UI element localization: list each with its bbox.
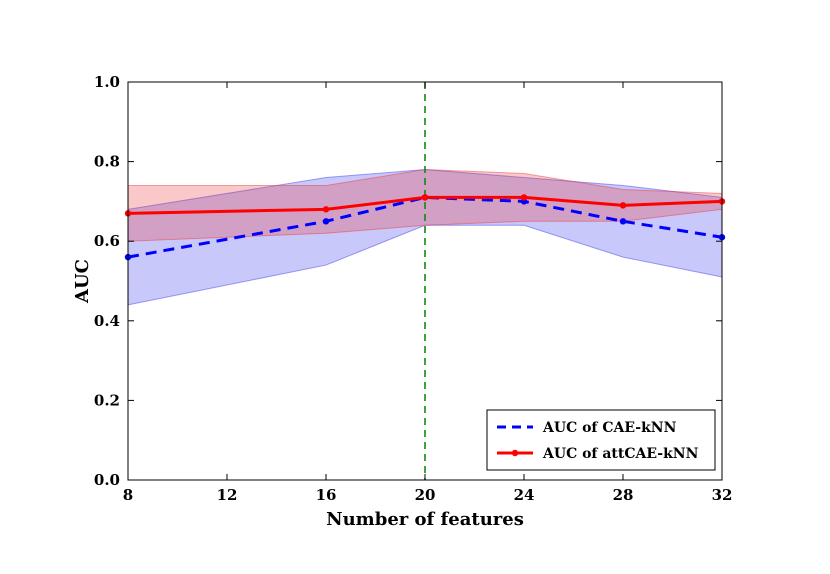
x-axis-label: Number of features — [326, 509, 524, 530]
data-point-s0-4 — [619, 218, 627, 225]
data-point-s1-3 — [520, 194, 528, 201]
y-tick-label-3: 0.6 — [94, 232, 120, 250]
legend-label-cae-knn: AUC of CAE-kNN — [542, 420, 677, 436]
x-axis-ticks: 8 12 16 20 24 28 32 — [123, 82, 733, 504]
legend: AUC of CAE-kNN AUC of attCAE-kNN — [486, 409, 716, 471]
series-line-0 — [127, 195, 723, 259]
data-point-s1-1 — [322, 206, 330, 213]
y-tick-label-1: 0.2 — [94, 391, 120, 409]
y-axis-label: AUC — [72, 259, 93, 304]
data-point-s0-1 — [322, 218, 330, 225]
x-tick-label-4: 24 — [514, 486, 535, 504]
legend-marker-attcae-knn — [511, 449, 519, 457]
x-tick-label-1: 12 — [217, 486, 238, 504]
data-point-s1-4 — [619, 202, 627, 209]
series-lines — [124, 194, 726, 261]
y-tick-label-4: 0.8 — [94, 153, 120, 171]
legend-label-attcae-knn: AUC of attCAE-kNN — [542, 446, 699, 462]
y-axis-ticks: 0.0 0.2 0.4 0.6 0.8 1.0 — [94, 73, 722, 489]
x-tick-label-3: 20 — [415, 486, 436, 504]
legend-box — [486, 409, 716, 471]
y-tick-label-5: 1.0 — [94, 73, 120, 91]
data-point-s1-2 — [421, 194, 429, 201]
x-tick-label-5: 28 — [613, 486, 634, 504]
x-tick-label-0: 8 — [123, 486, 133, 504]
x-tick-label-6: 32 — [712, 486, 733, 504]
y-tick-label-2: 0.4 — [94, 312, 120, 330]
x-tick-label-2: 16 — [316, 486, 337, 504]
series-line-1 — [127, 195, 723, 215]
confidence-bands — [127, 169, 723, 306]
y-tick-label-0: 0.0 — [94, 471, 120, 489]
